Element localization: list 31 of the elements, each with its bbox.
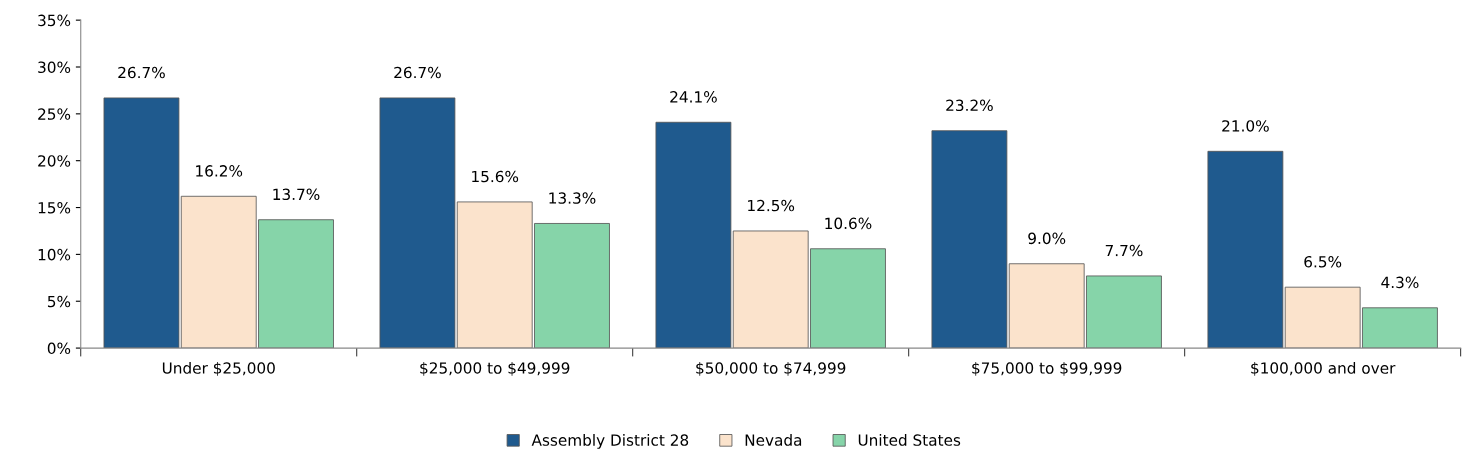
data-label: 13.7%: [273, 188, 320, 201]
data-label: 4.3%: [1381, 276, 1419, 289]
x-tick-label: $75,000 to $99,999: [972, 361, 1122, 376]
x-tick-label: $25,000 to $49,999: [420, 361, 570, 376]
data-label: 24.1%: [670, 91, 717, 103]
y-tick-label: 0%: [47, 342, 71, 355]
y-tick-label: 25%: [38, 108, 71, 120]
data-label: 16.2%: [196, 165, 243, 177]
data-label: 6.5%: [1304, 256, 1342, 268]
data-label: 12.5%: [748, 199, 795, 212]
y-tick-label: 5%: [47, 295, 71, 308]
data-label: 26.7%: [118, 66, 165, 79]
legend-label: Nevada: [745, 434, 802, 446]
data-label: 7.7%: [1105, 244, 1143, 257]
data-label: 13.3%: [549, 192, 596, 204]
data-label: 9.0%: [1028, 232, 1066, 245]
y-tick-label: 10%: [38, 248, 71, 261]
data-label: 10.6%: [825, 217, 872, 230]
data-label: 21.0%: [1222, 120, 1269, 132]
legend-label: United States: [858, 434, 961, 446]
x-tick-label: $50,000 to $74,999: [696, 361, 846, 376]
data-label: 23.2%: [946, 99, 993, 112]
y-tick-label: 30%: [38, 61, 71, 74]
y-tick-label: 20%: [38, 155, 71, 167]
y-tick-label: 35%: [38, 14, 71, 27]
data-label: 15.6%: [472, 170, 519, 183]
y-tick-label: 15%: [38, 202, 71, 214]
x-tick-label: Under $25,000: [162, 361, 275, 376]
legend-label: Assembly District 28: [531, 434, 689, 449]
x-tick-label: $100,000 and over: [1251, 361, 1396, 376]
data-label: 26.7%: [394, 66, 441, 79]
